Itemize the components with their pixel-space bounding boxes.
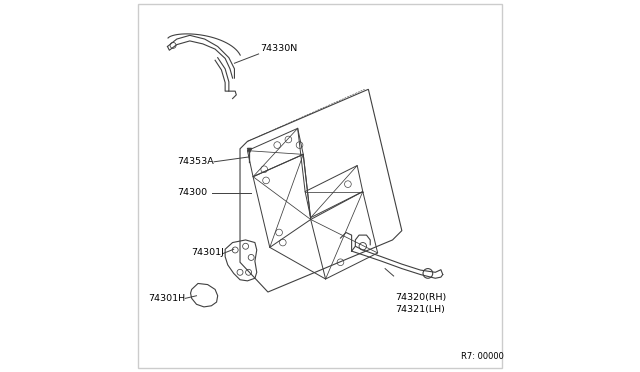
Text: 74353A: 74353A (177, 157, 214, 166)
Text: 74301H: 74301H (148, 294, 185, 303)
Text: R7: 00000: R7: 00000 (461, 352, 504, 361)
Text: 74330N: 74330N (260, 44, 298, 53)
Text: 74320(RH)
74321(LH): 74320(RH) 74321(LH) (395, 293, 446, 314)
Text: 74300: 74300 (177, 188, 207, 197)
Text: 74301J: 74301J (191, 248, 225, 257)
